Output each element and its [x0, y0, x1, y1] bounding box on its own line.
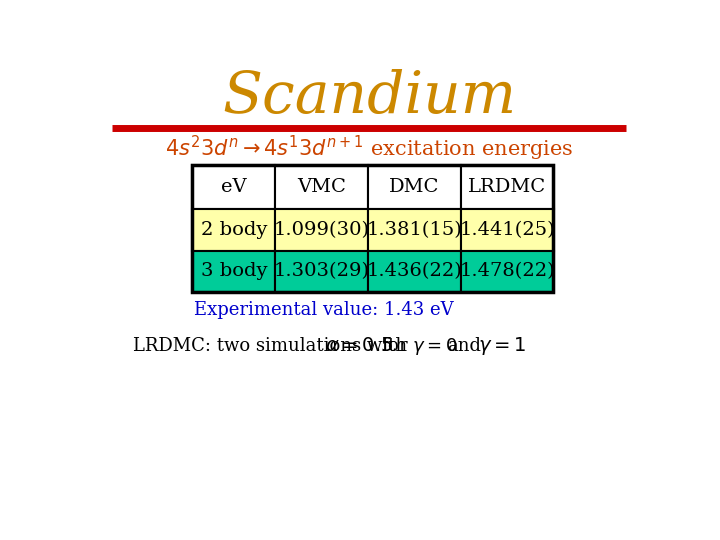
- Text: Experimental value: 1.43 eV: Experimental value: 1.43 eV: [194, 301, 454, 319]
- Bar: [275, 210, 368, 251]
- Text: 1.303(29): 1.303(29): [274, 262, 370, 280]
- Bar: [368, 251, 461, 292]
- Bar: [461, 251, 554, 292]
- Text: Scandium: Scandium: [222, 69, 516, 125]
- Bar: [368, 165, 461, 210]
- Text: 2 body: 2 body: [201, 221, 267, 239]
- Text: 3 body: 3 body: [201, 262, 267, 280]
- Text: and: and: [447, 337, 481, 355]
- Text: 1.436(22): 1.436(22): [366, 262, 462, 280]
- Text: VMC: VMC: [297, 178, 346, 196]
- Text: $\gamma = 1$: $\gamma = 1$: [478, 335, 526, 357]
- Bar: [275, 251, 368, 292]
- Text: DMC: DMC: [390, 178, 440, 196]
- Text: 1.381(15): 1.381(15): [366, 221, 462, 239]
- Text: $4s^23d^n \rightarrow 4s^13d^{n+1}$ excitation energies: $4s^23d^n \rightarrow 4s^13d^{n+1}$ exci…: [165, 133, 573, 163]
- Bar: [192, 165, 554, 292]
- Bar: [192, 165, 275, 210]
- Bar: [192, 251, 275, 292]
- Text: 1.478(22): 1.478(22): [459, 262, 555, 280]
- Text: LRDMC: two simulations with: LRDMC: two simulations with: [132, 337, 407, 355]
- Text: $\alpha = 0.5$: $\alpha = 0.5$: [325, 336, 393, 355]
- Text: 1.099(30): 1.099(30): [274, 221, 370, 239]
- Bar: [461, 210, 554, 251]
- Bar: [192, 210, 275, 251]
- Text: for $\gamma = 0$: for $\gamma = 0$: [382, 335, 458, 357]
- Bar: [461, 165, 554, 210]
- Bar: [275, 165, 368, 210]
- Text: 1.441(25): 1.441(25): [459, 221, 555, 239]
- Text: eV: eV: [221, 178, 247, 196]
- Text: LRDMC: LRDMC: [468, 178, 546, 196]
- Bar: [368, 210, 461, 251]
